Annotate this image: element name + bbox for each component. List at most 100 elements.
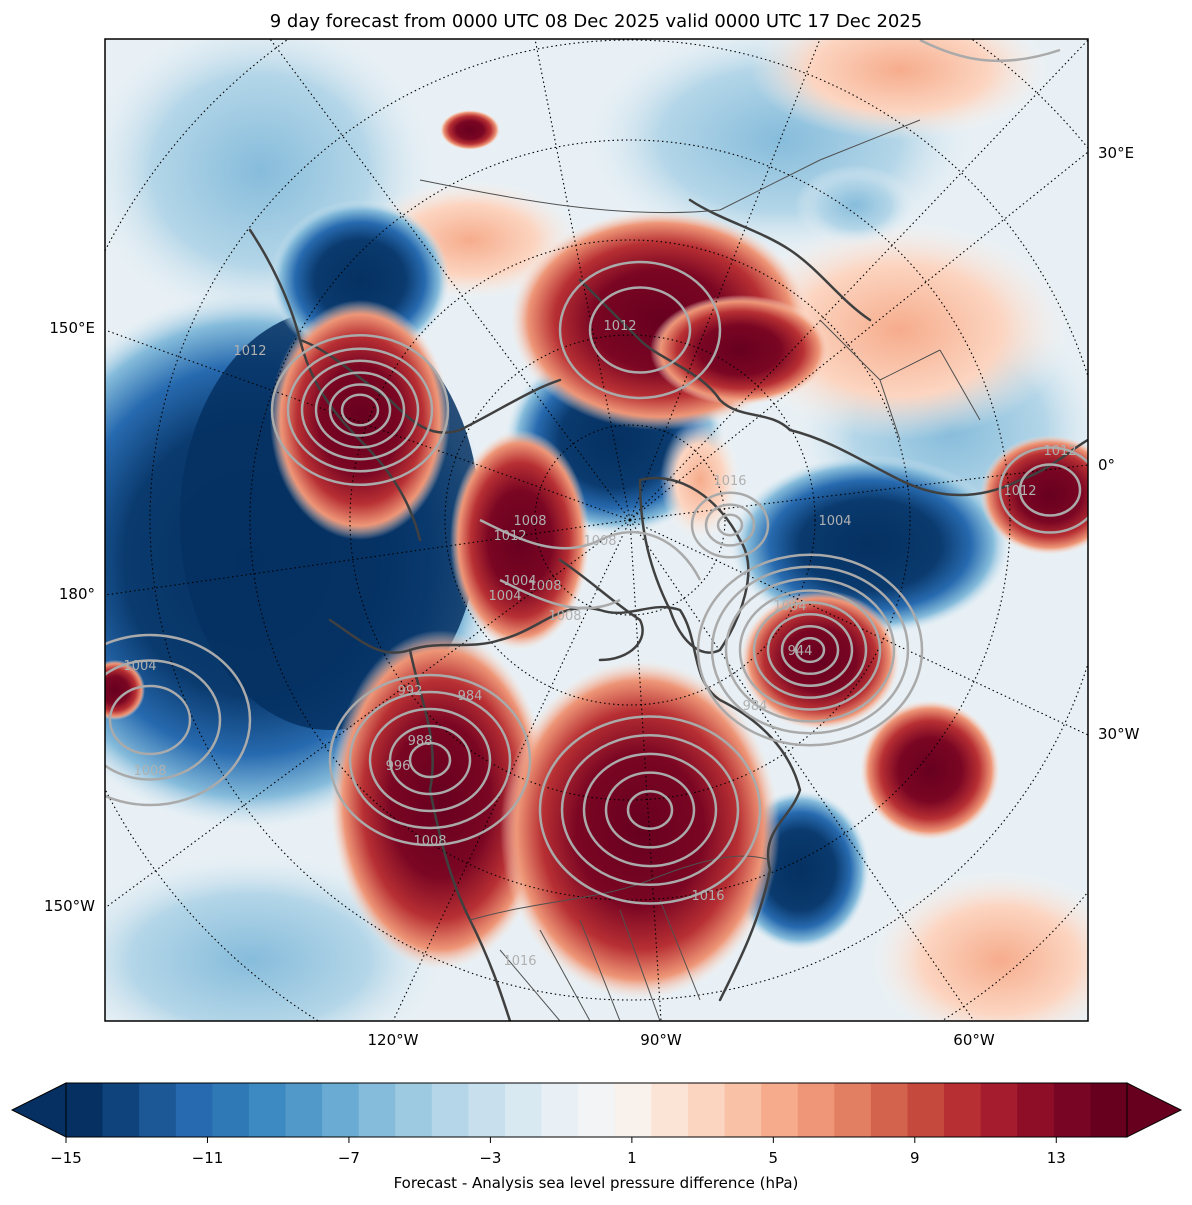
isobar [270, 333, 450, 487]
colorbar-cell [1090, 1083, 1128, 1137]
isobar [538, 715, 762, 905]
colorbar-cell [944, 1083, 982, 1137]
contour-label: 984 [458, 689, 483, 704]
colorbar-cell [578, 1083, 616, 1137]
colorbar-cell [614, 1083, 652, 1137]
isobar [752, 601, 868, 699]
lon-label-bottom: 90°W [640, 1031, 682, 1049]
isobar [604, 771, 696, 849]
contour-label: 1012 [233, 344, 266, 359]
colorbar-cell [175, 1083, 213, 1137]
state-border [659, 899, 701, 1001]
colorbar-cell [541, 1083, 579, 1137]
contour-label: 1008 [513, 514, 546, 529]
isobar [328, 383, 392, 437]
contour-label: 1008 [413, 834, 446, 849]
light-red-region [750, 39, 1050, 140]
europe-border [939, 349, 981, 421]
state-border [579, 919, 621, 1021]
figure-title: 9 day forecast from 0000 UTC 08 Dec 2025… [270, 11, 923, 32]
latitude-circle [149, 39, 1088, 1001]
central-siberia-high-region [440, 110, 500, 150]
meridian-line [105, 519, 631, 909]
latitude-circle [349, 239, 911, 801]
colorbar-ticks: −15 −11 −7 −3 1 5 9 13 [50, 1137, 1066, 1167]
meridian-line [105, 519, 631, 596]
contour-label: 1004 [818, 514, 851, 529]
light-red-region [870, 870, 1088, 1021]
lon-label-left: 180° [59, 585, 95, 603]
colorbar-tick-label: 13 [1047, 1149, 1066, 1167]
isobar [408, 741, 452, 779]
isobar [286, 347, 434, 473]
contour-label: 1004 [123, 659, 156, 674]
colorbar-cells [66, 1083, 1128, 1137]
isobar [998, 446, 1088, 534]
contour-label: 996 [386, 759, 411, 774]
colorbar-cell [395, 1083, 433, 1137]
isobar [710, 565, 910, 735]
isobar [105, 659, 222, 781]
country-borders [419, 119, 981, 1021]
isobar [108, 684, 192, 756]
isobar [328, 673, 532, 847]
contour-label: 1008 [528, 579, 561, 594]
isobar [388, 724, 472, 796]
lon-label-right: 0° [1098, 456, 1115, 474]
isobar [626, 790, 674, 830]
isobar [558, 260, 722, 400]
east-siberia-high-region [270, 300, 450, 540]
isobar [368, 707, 492, 813]
north-america-west-coastline [408, 648, 512, 1021]
north-america-high-region [330, 630, 550, 970]
isobar [724, 577, 896, 723]
colorbar-tick-label: −7 [338, 1149, 360, 1167]
isobar [716, 513, 744, 537]
colorbar-cell [468, 1083, 506, 1137]
colorbar-cell [66, 1083, 104, 1137]
colorbar-cell [724, 1083, 762, 1137]
longitude-labels: 150°E 180° 150°W 30°E 0° 30°W 120°W 90°W… [44, 144, 1140, 1049]
greenland-coastline [638, 476, 750, 654]
contour-label: 1008 [133, 764, 166, 779]
colorbar-cell [358, 1083, 396, 1137]
colorbar-min-extension [10, 1082, 67, 1138]
light-red-region [730, 220, 1070, 440]
meridian-line [629, 151, 1088, 521]
state-border [619, 909, 661, 1021]
colorbar-tick-label: −3 [479, 1149, 501, 1167]
meridian-line [269, 39, 631, 521]
lon-label-right: 30°W [1098, 725, 1140, 743]
state-border [539, 929, 591, 1021]
isobar [582, 752, 718, 868]
contour-label: 1016 [691, 889, 724, 904]
isobar [690, 491, 770, 559]
colorbar-cell [980, 1083, 1018, 1137]
isobar [588, 286, 692, 374]
polar-stereographic-map [105, 39, 1088, 1021]
lon-label-bottom: 60°W [953, 1031, 995, 1049]
isobar [704, 503, 756, 547]
europe-north-coastline [688, 198, 872, 322]
contour-label: 1012 [493, 529, 526, 544]
colorbar-tick-label: −15 [50, 1149, 82, 1167]
contour-label: 944 [788, 644, 813, 659]
map-frame [104, 38, 1089, 1022]
latitude-circle [249, 139, 1011, 901]
isobar [499, 578, 621, 610]
colorbar: −15 −11 −7 −3 1 5 9 13 Forecast - Analysis sea … [10, 1082, 1183, 1192]
colorbar-cell [834, 1083, 872, 1137]
colorbar-cell [212, 1083, 250, 1137]
contour-label: 1016 [713, 474, 746, 489]
colorbar-frame [65, 1082, 1128, 1138]
colorbar-cell [761, 1083, 799, 1137]
anomaly-fields [105, 39, 1088, 1021]
contour-label: 984 [743, 699, 768, 714]
colorbar-cell [285, 1083, 323, 1137]
siberia-coastline [298, 338, 562, 434]
arctic-high-region [450, 430, 590, 650]
arctic-islands-coastline [558, 558, 644, 662]
colorbar-cell [102, 1083, 140, 1137]
latitude-circle [444, 334, 816, 706]
